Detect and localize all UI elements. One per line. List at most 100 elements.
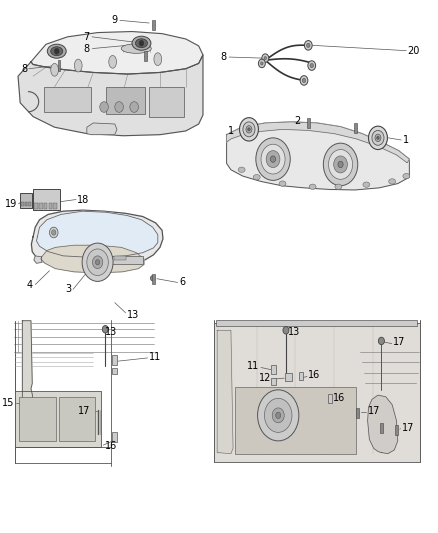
Text: 20: 20 xyxy=(407,46,420,55)
Polygon shape xyxy=(18,55,203,136)
Bar xyxy=(354,123,357,133)
Polygon shape xyxy=(217,330,233,454)
Circle shape xyxy=(240,118,258,141)
Circle shape xyxy=(115,102,124,112)
Text: 16: 16 xyxy=(333,393,346,403)
Circle shape xyxy=(258,59,265,68)
Bar xyxy=(395,425,398,435)
Bar xyxy=(271,366,276,374)
Circle shape xyxy=(266,151,280,167)
Circle shape xyxy=(276,412,281,418)
Text: 7: 7 xyxy=(83,32,89,42)
Circle shape xyxy=(328,150,353,179)
Circle shape xyxy=(54,48,59,54)
Circle shape xyxy=(283,327,289,334)
Ellipse shape xyxy=(154,53,162,66)
Bar xyxy=(145,51,147,61)
Circle shape xyxy=(264,56,267,60)
Bar xyxy=(49,203,52,209)
Bar xyxy=(35,203,38,209)
Text: 11: 11 xyxy=(247,361,259,372)
Circle shape xyxy=(243,122,255,137)
Circle shape xyxy=(302,78,306,83)
Bar xyxy=(28,202,31,206)
Text: 16: 16 xyxy=(308,370,321,381)
Bar xyxy=(299,372,303,380)
Polygon shape xyxy=(226,122,410,163)
Bar xyxy=(285,373,292,381)
Bar xyxy=(33,189,60,210)
Circle shape xyxy=(375,134,381,142)
Ellipse shape xyxy=(238,167,245,172)
Ellipse shape xyxy=(74,59,82,72)
Circle shape xyxy=(270,156,276,163)
Bar xyxy=(59,397,95,441)
Bar xyxy=(357,408,359,418)
Bar xyxy=(307,118,310,128)
Circle shape xyxy=(246,126,252,133)
Polygon shape xyxy=(32,210,163,269)
Bar xyxy=(328,394,332,402)
Text: 17: 17 xyxy=(367,406,380,416)
Bar xyxy=(53,203,57,209)
Circle shape xyxy=(323,143,358,185)
Ellipse shape xyxy=(335,184,342,189)
Bar xyxy=(214,323,420,462)
Polygon shape xyxy=(367,395,398,454)
Circle shape xyxy=(334,156,347,173)
Bar xyxy=(271,378,276,384)
Circle shape xyxy=(368,126,388,150)
Polygon shape xyxy=(226,122,410,190)
Bar xyxy=(57,60,60,71)
Polygon shape xyxy=(31,31,203,74)
Circle shape xyxy=(95,260,100,265)
Circle shape xyxy=(102,326,108,333)
Circle shape xyxy=(256,138,290,180)
Bar xyxy=(44,203,47,209)
Text: 17: 17 xyxy=(402,423,414,433)
Text: 17: 17 xyxy=(393,337,406,347)
Ellipse shape xyxy=(109,55,117,68)
Circle shape xyxy=(139,41,144,46)
Circle shape xyxy=(52,230,56,235)
Circle shape xyxy=(82,243,113,281)
Circle shape xyxy=(92,256,103,269)
Text: 13: 13 xyxy=(127,310,139,320)
Polygon shape xyxy=(36,211,158,257)
Circle shape xyxy=(300,76,308,85)
Circle shape xyxy=(49,227,58,238)
Bar xyxy=(112,432,117,442)
Text: 8: 8 xyxy=(21,64,28,74)
Circle shape xyxy=(262,54,269,62)
Text: 19: 19 xyxy=(4,199,17,209)
Polygon shape xyxy=(34,256,42,263)
Text: 18: 18 xyxy=(78,195,90,205)
Polygon shape xyxy=(41,245,144,273)
Text: 2: 2 xyxy=(294,116,301,126)
Text: 17: 17 xyxy=(78,406,90,416)
Text: 1: 1 xyxy=(403,135,409,145)
Bar xyxy=(152,20,155,30)
Circle shape xyxy=(247,128,250,131)
Bar xyxy=(20,193,32,208)
Bar xyxy=(112,356,117,365)
Circle shape xyxy=(151,276,155,281)
Bar xyxy=(39,203,42,209)
Text: 8: 8 xyxy=(220,52,226,62)
Ellipse shape xyxy=(135,39,148,47)
Ellipse shape xyxy=(389,179,396,184)
Text: 16: 16 xyxy=(105,441,117,451)
Ellipse shape xyxy=(309,184,316,189)
Bar xyxy=(216,320,417,326)
Circle shape xyxy=(87,249,108,276)
Bar xyxy=(152,274,155,285)
Circle shape xyxy=(378,337,385,345)
Circle shape xyxy=(338,161,343,167)
Circle shape xyxy=(130,102,138,112)
Circle shape xyxy=(258,390,299,441)
Bar xyxy=(87,251,107,262)
Ellipse shape xyxy=(279,181,286,186)
Bar xyxy=(110,256,143,264)
Circle shape xyxy=(304,41,312,50)
Bar xyxy=(25,202,27,206)
